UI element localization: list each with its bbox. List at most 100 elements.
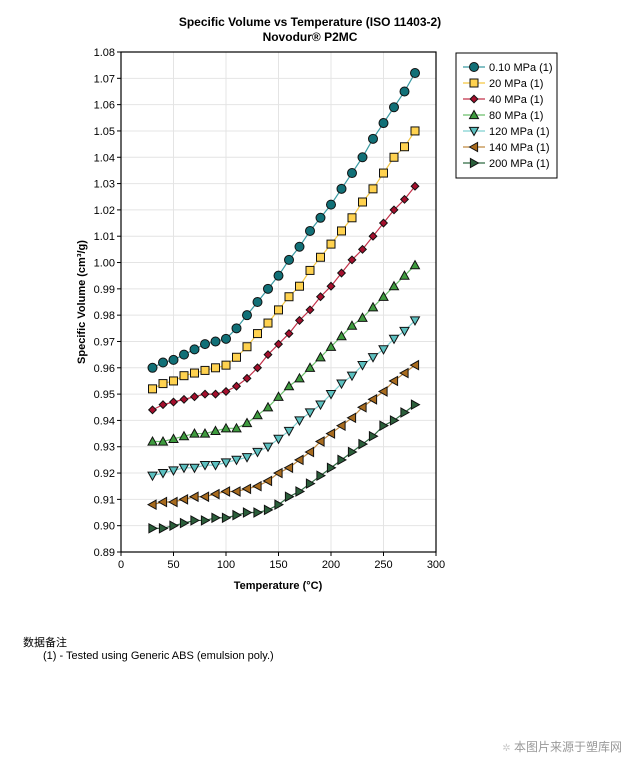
data-point-square [221, 360, 231, 370]
legend: 0.10 MPa (1) 20 MPa (1) 40 MPa (1) 80 MPa (… [455, 52, 558, 179]
data-point-circle [378, 118, 389, 129]
data-point-triangle-left [346, 412, 357, 424]
y-tick-label: 1.05 [94, 126, 115, 138]
data-point-triangle-down [378, 345, 389, 355]
data-point-triangle-right [169, 520, 180, 532]
data-point-triangle-up [325, 341, 337, 351]
chart-title: Specific Volume vs Temperature (ISO 1140… [179, 15, 441, 29]
data-point-square [326, 239, 336, 249]
x-tick-label: 50 [167, 559, 179, 571]
data-point-diamond [294, 315, 305, 325]
data-point-triangle-right [347, 446, 358, 458]
data-point-triangle-up [241, 417, 253, 428]
data-point-triangle-right [358, 438, 369, 450]
chart: Specific Volume vs Temperature (ISO 1140… [76, 15, 558, 592]
y-tick-label: 1.01 [94, 231, 115, 243]
data-point-square [179, 371, 189, 381]
data-point-square [305, 265, 315, 275]
data-point-diamond [231, 381, 242, 391]
data-point-square [400, 142, 409, 152]
data-point-diamond [242, 373, 252, 383]
legend-item: 20 MPa (1) [463, 78, 543, 90]
data-point-triangle-up [315, 351, 326, 362]
legend-item: 140 MPa (1) [463, 141, 550, 154]
data-point-diamond [147, 405, 158, 415]
data-point-square [200, 365, 210, 375]
data-point-triangle-up [252, 409, 263, 420]
data-point-circle [168, 354, 179, 365]
legend-item: 120 MPa (1) [463, 126, 550, 138]
x-tick-label: 0 [118, 559, 124, 571]
data-point-triangle-up [273, 391, 284, 401]
data-point-triangle-left [335, 420, 346, 432]
data-point-triangle-up [220, 422, 232, 433]
data-point-triangle-up [367, 301, 379, 312]
data-point-square [242, 342, 252, 352]
y-tick-label: 0.90 [94, 521, 115, 533]
series-1 [148, 126, 420, 394]
data-point-circle [263, 283, 273, 294]
data-point-triangle-down [189, 463, 200, 474]
data-point-triangle-up [346, 320, 358, 330]
x-tick-label: 250 [374, 559, 392, 571]
data-point-triangle-right [190, 515, 201, 526]
data-point-triangle-down [147, 471, 158, 482]
legend-item: 200 MPa (1) [463, 157, 550, 170]
data-point-triangle-up [199, 428, 211, 438]
data-point-circle [210, 336, 221, 347]
data-point-triangle-left [230, 486, 241, 497]
data-point-circle [315, 212, 326, 223]
data-point-triangle-left [283, 462, 294, 474]
data-point-circle [242, 310, 252, 321]
data-point-triangle-down [220, 458, 232, 469]
data-point-circle [399, 86, 410, 97]
data-point-circle [273, 270, 284, 281]
legend-label: 20 MPa (1) [489, 78, 543, 90]
data-point-square [358, 197, 367, 207]
x-axis-label: Temperature (°C) [234, 580, 323, 592]
note-item: (1) - Tested using Generic ABS (emulsion… [43, 650, 274, 662]
data-point-triangle-up [468, 109, 480, 120]
data-point-triangle-down [283, 426, 295, 437]
y-tick-label: 1.02 [94, 205, 115, 217]
data-point-square [410, 126, 420, 136]
data-point-triangle-right [469, 157, 480, 169]
data-point-triangle-up [399, 270, 410, 280]
data-point-diamond [378, 218, 389, 228]
data-point-triangle-left [388, 375, 399, 387]
legend-label: 200 MPa (1) [489, 158, 550, 170]
data-point-triangle-right [148, 522, 159, 534]
series-3 [147, 259, 421, 446]
data-point-circle [284, 254, 294, 265]
y-tick-label: 0.96 [94, 363, 115, 375]
data-point-triangle-down [262, 442, 274, 453]
data-point-square [347, 213, 357, 223]
data-point-circle [305, 225, 315, 236]
data-point-diamond [399, 194, 410, 204]
data-point-diamond [210, 389, 221, 399]
data-point-triangle-right [200, 515, 211, 526]
data-point-triangle-down [252, 447, 263, 458]
data-point-square [368, 184, 378, 194]
data-point-triangle-right [179, 517, 190, 529]
data-point-triangle-left [220, 486, 231, 497]
data-point-circle [347, 168, 357, 179]
data-point-triangle-down [346, 371, 358, 382]
data-point-triangle-down [409, 316, 421, 326]
data-point-circle [389, 102, 399, 113]
x-tick-label: 300 [427, 559, 445, 571]
data-point-triangle-left [251, 480, 262, 492]
data-point-circle [357, 152, 368, 163]
data-point-diamond [336, 268, 347, 278]
data-point-square [232, 352, 241, 362]
data-point-circle [158, 357, 168, 368]
data-point-triangle-up [357, 312, 368, 322]
data-point-triangle-right [337, 454, 348, 466]
data-point-triangle-down [315, 400, 326, 411]
data-point-triangle-right [379, 420, 390, 432]
data-point-diamond [357, 244, 368, 254]
data-point-triangle-down [273, 434, 284, 445]
data-point-triangle-up [189, 428, 200, 438]
data-point-square [337, 226, 346, 236]
data-point-square [389, 152, 399, 162]
